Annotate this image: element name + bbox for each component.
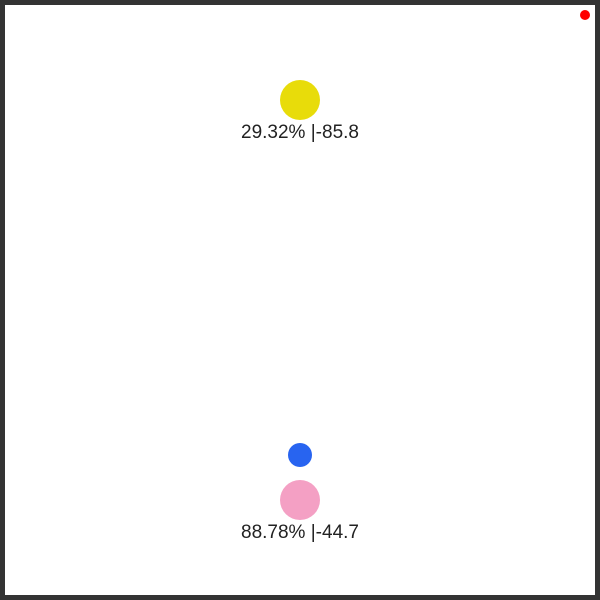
status-indicator-dot	[580, 10, 590, 20]
yellow-target-label: 29.32% |-85.8	[241, 122, 359, 143]
blue-cursor-dot[interactable]	[288, 443, 312, 467]
yellow-target-circle[interactable]	[280, 80, 320, 120]
pink-target-circle[interactable]	[280, 480, 320, 520]
pink-target-label: 88.78% |-44.7	[241, 522, 359, 543]
